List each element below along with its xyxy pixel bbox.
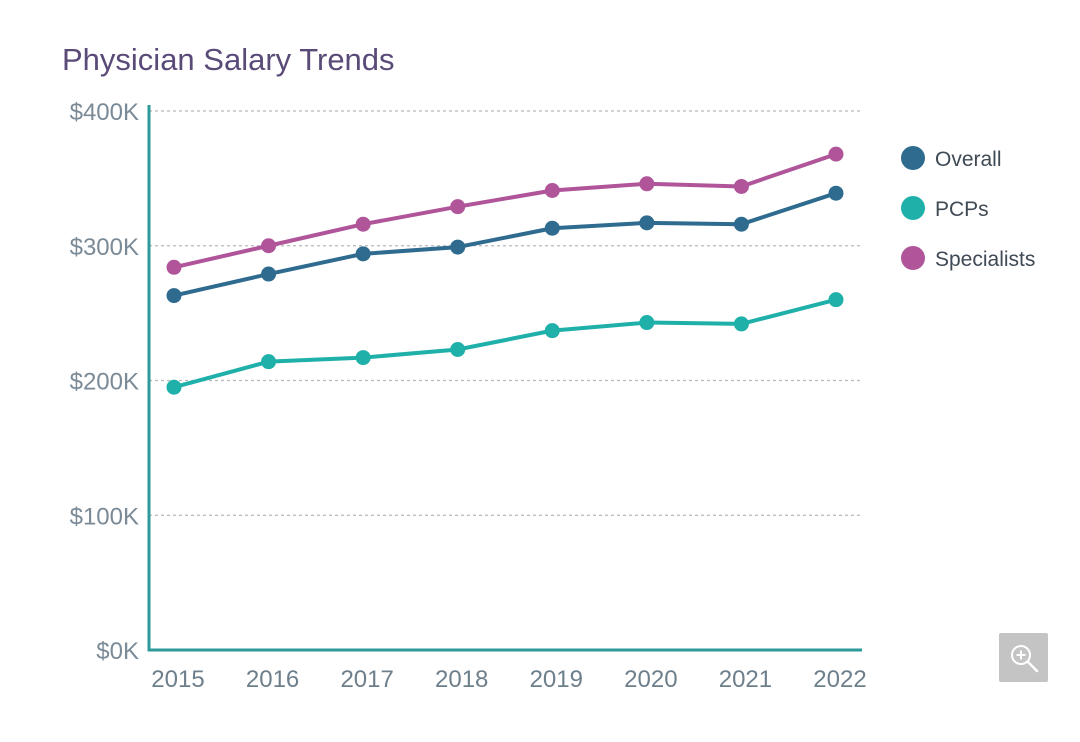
data-point xyxy=(639,176,655,192)
gridlines xyxy=(149,110,862,516)
y-tick-label: $300K xyxy=(70,234,139,261)
data-point xyxy=(544,183,560,199)
zoom-in-icon xyxy=(1011,645,1039,673)
x-tick-label: 2017 xyxy=(340,666,393,693)
data-point xyxy=(544,220,560,236)
data-point xyxy=(261,266,277,282)
data-point xyxy=(733,216,749,232)
series-pcps xyxy=(166,292,844,395)
data-point xyxy=(544,323,560,339)
series-line xyxy=(172,297,838,390)
data-point xyxy=(639,215,655,231)
y-tick-label: $200K xyxy=(70,369,139,396)
data-point xyxy=(828,185,844,201)
data-point xyxy=(733,316,749,332)
legend-label: PCPs xyxy=(935,198,989,221)
data-point xyxy=(828,146,844,162)
series-line xyxy=(172,191,838,298)
legend-item-specialists: Specialists xyxy=(901,246,1035,271)
legend-item-pcps: PCPs xyxy=(901,196,989,221)
legend-label: Overall xyxy=(935,148,1002,171)
x-tick-label: 2022 xyxy=(813,666,866,693)
legend-item-overall: Overall xyxy=(901,146,1002,171)
legend-marker xyxy=(901,246,925,270)
legend-label: Specialists xyxy=(935,248,1035,271)
x-axis-ticks: 2015 2016 2017 2018 2019 2020 2021 2022 xyxy=(151,666,866,693)
data-point xyxy=(450,342,466,358)
x-tick-label: 2016 xyxy=(246,666,299,693)
data-point xyxy=(828,292,844,308)
series-line xyxy=(172,152,838,270)
data-point xyxy=(261,354,277,370)
data-point xyxy=(639,315,655,331)
x-tick-label: 2015 xyxy=(151,666,204,693)
x-tick-label: 2019 xyxy=(530,666,583,693)
x-tick-label: 2018 xyxy=(435,666,488,693)
x-tick-label: 2020 xyxy=(624,666,677,693)
data-point xyxy=(355,216,371,232)
series xyxy=(166,146,844,395)
y-tick-label: $100K xyxy=(70,503,139,530)
data-point xyxy=(450,199,466,215)
legend-marker xyxy=(901,196,925,220)
data-point xyxy=(166,259,182,275)
data-point xyxy=(355,246,371,262)
data-point xyxy=(261,238,277,254)
series-overall xyxy=(166,185,844,304)
y-axis-ticks: $0K $100K $200K $300K $400K xyxy=(70,99,139,665)
data-point xyxy=(733,178,749,194)
legend-marker xyxy=(901,146,925,170)
y-tick-label: $0K xyxy=(96,638,139,665)
data-point xyxy=(450,239,466,255)
x-tick-label: 2021 xyxy=(719,666,772,693)
axes xyxy=(147,105,862,652)
legend: Overall PCPs Specialists xyxy=(901,146,1035,271)
data-point xyxy=(355,350,371,366)
y-tick-label: $400K xyxy=(70,99,139,126)
data-point xyxy=(166,379,182,395)
data-point xyxy=(166,288,182,304)
chart-title: Physician Salary Trends xyxy=(62,42,395,77)
zoom-button[interactable] xyxy=(999,633,1048,682)
series-specialists xyxy=(166,146,844,275)
